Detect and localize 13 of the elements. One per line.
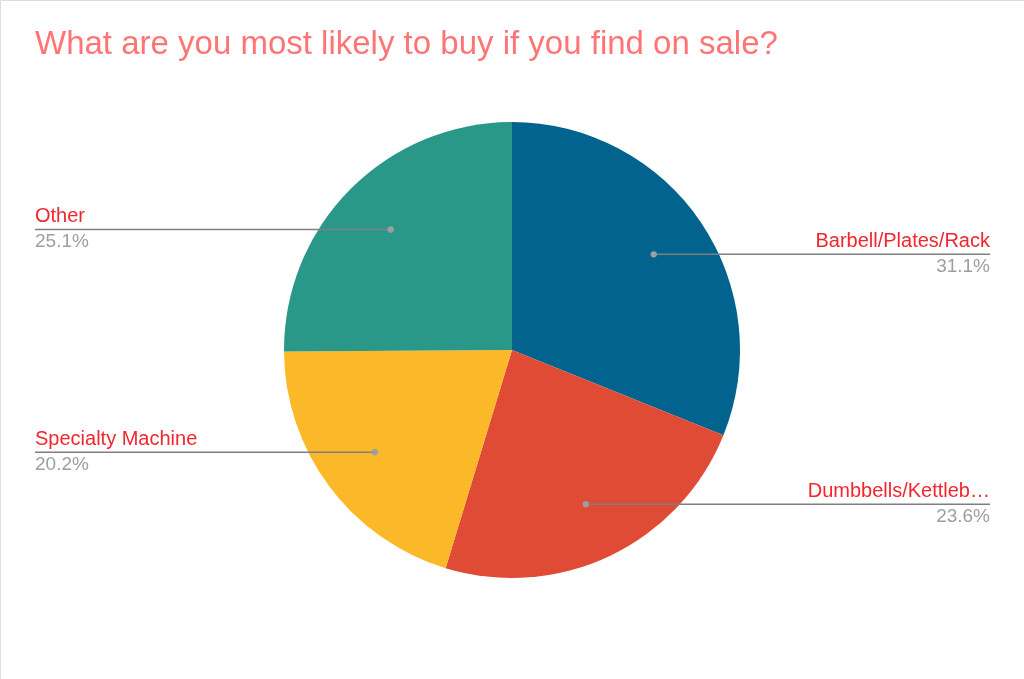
pie-slice — [284, 122, 512, 352]
chart-title: What are you most likely to buy if you find on sale? — [35, 24, 778, 61]
slice-label: Other — [35, 204, 86, 227]
slice-label: Barbell/Plates/Rack — [815, 229, 991, 252]
data-label: 25.1% — [35, 230, 89, 252]
slice-label: Dumbbells/Kettleb… — [807, 479, 990, 502]
data-label: 20.2% — [35, 453, 89, 475]
data-label: 23.6% — [936, 505, 991, 527]
pie-slice — [445, 350, 724, 578]
pie-slice — [284, 350, 512, 569]
data-label: 31.1% — [936, 255, 991, 277]
slice-label: Specialty Machine — [35, 427, 198, 450]
pie-slice — [512, 122, 740, 436]
